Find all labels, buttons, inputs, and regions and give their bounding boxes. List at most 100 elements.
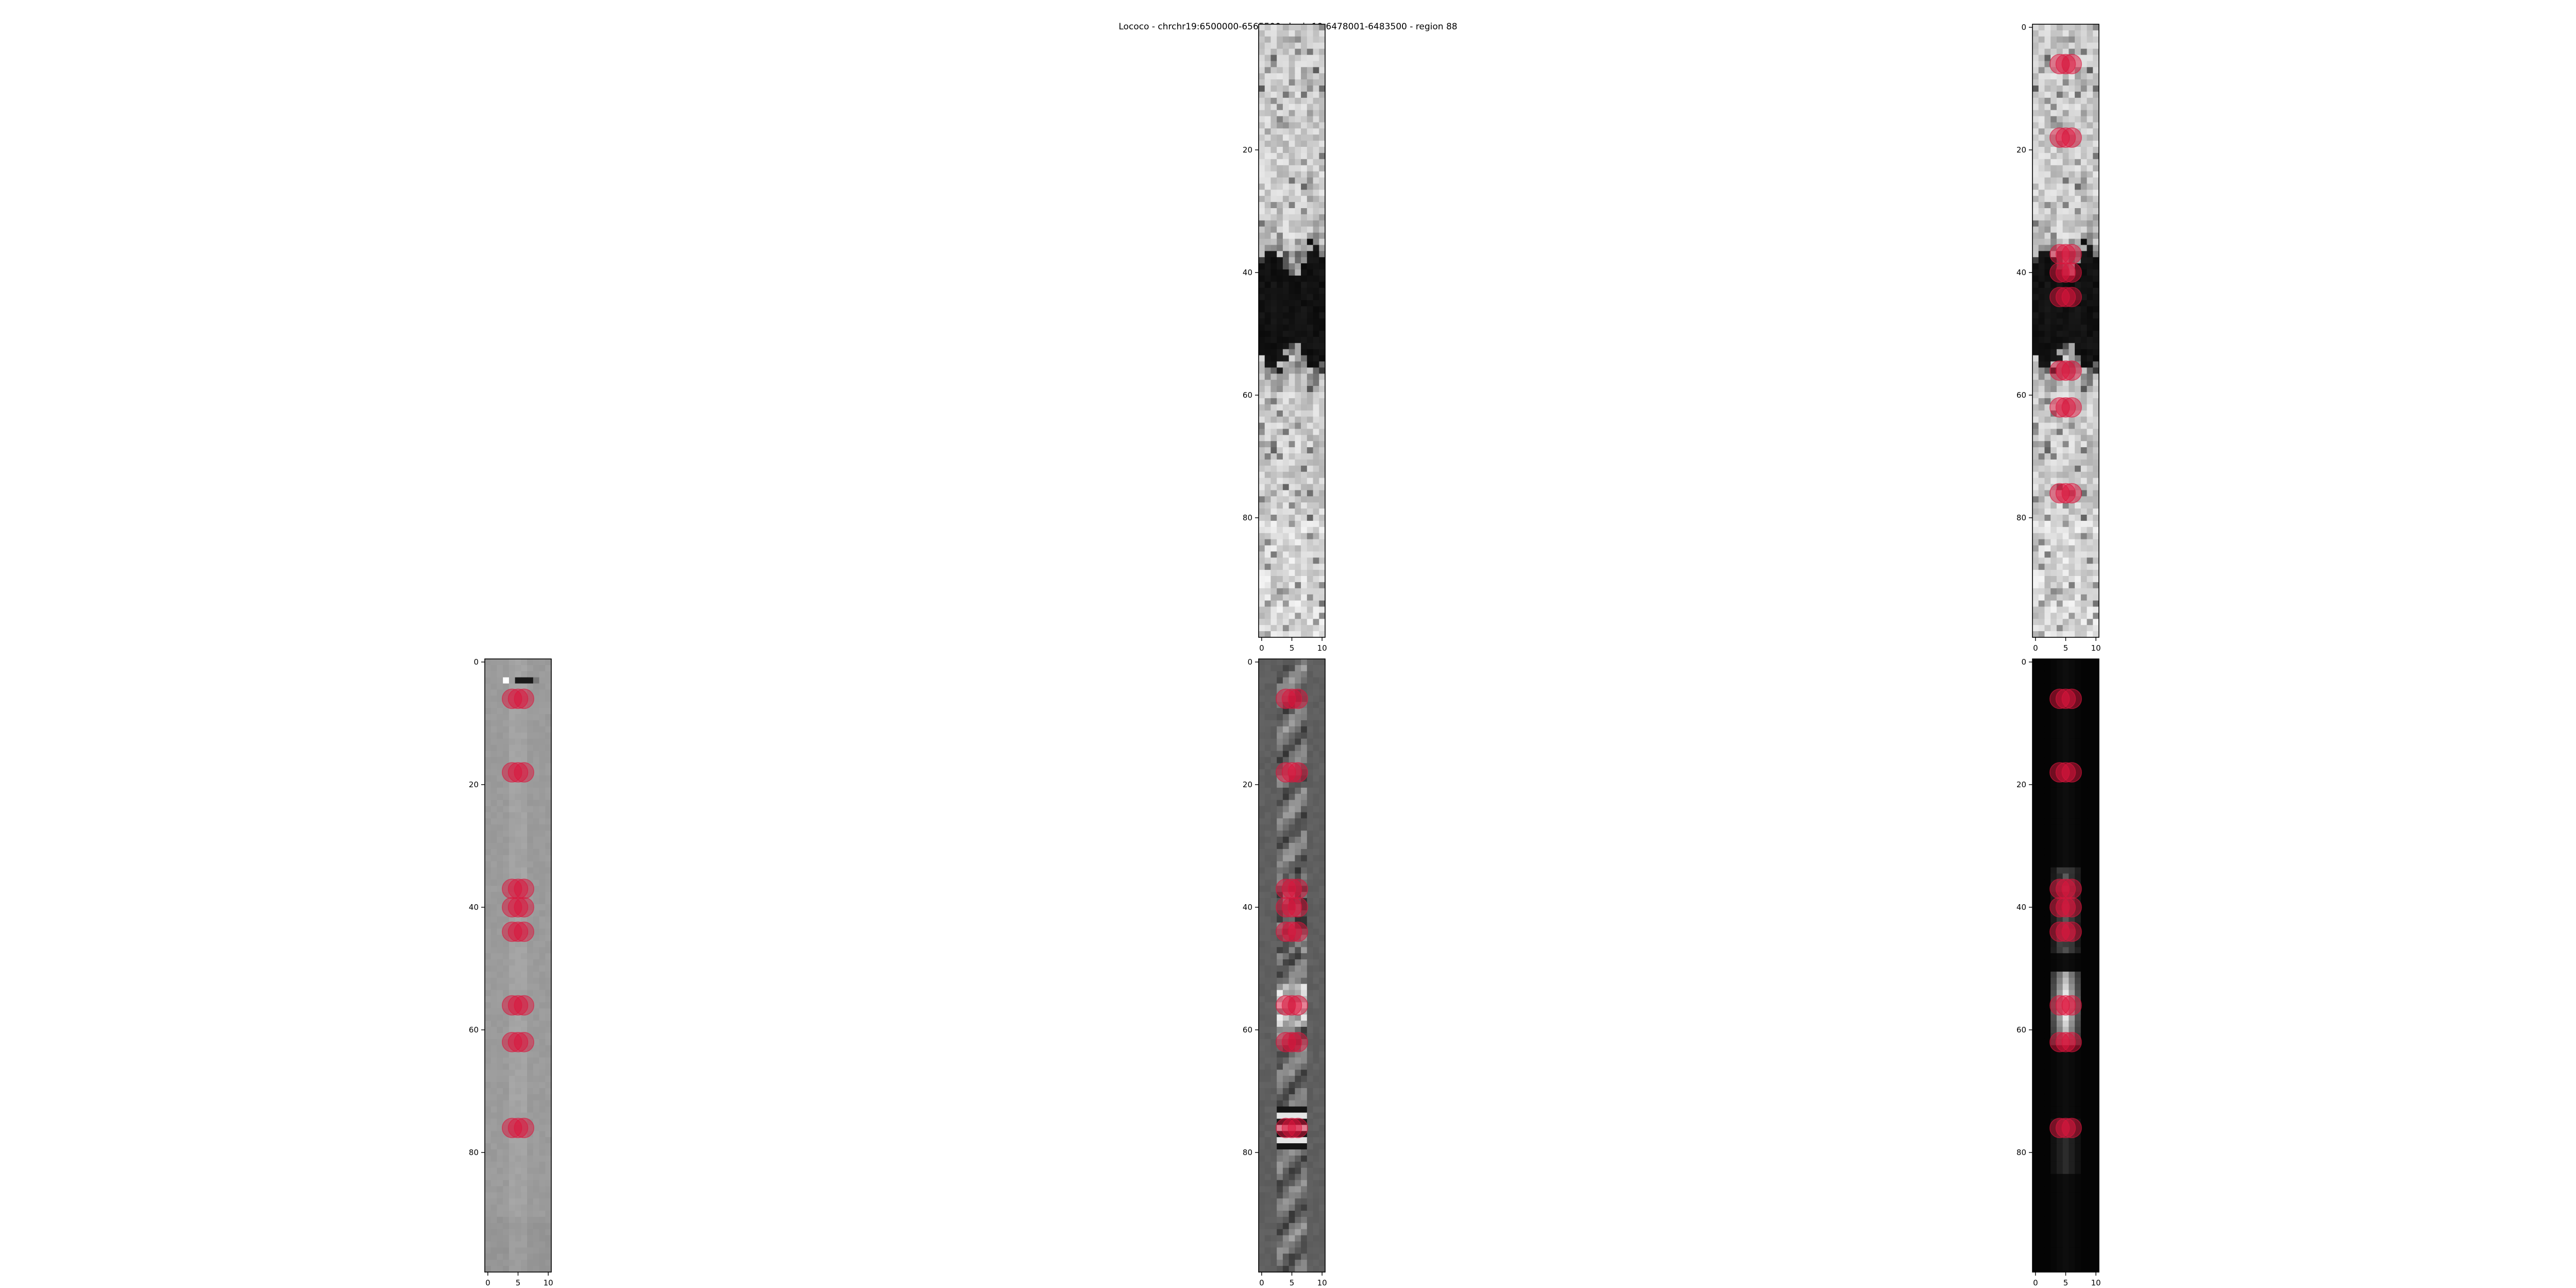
heatmap-cell [2050,557,2057,564]
heatmap-cell [2080,471,2088,479]
heatmap-cell [497,831,503,837]
heatmap-cell [1301,374,1308,380]
heatmap-cell [1307,806,1314,813]
heatmap-cell [1313,659,1319,666]
heatmap-cell [1301,91,1308,98]
heatmap-cell [497,1131,503,1138]
heatmap-cell [2050,855,2057,862]
heatmap-cell [509,1027,516,1033]
heatmap-cell [1264,855,1272,862]
heatmap-cell [533,1039,540,1046]
heatmap-cell [1313,152,1319,160]
heatmap-cell [1277,1174,1283,1181]
heatmap-cell [1259,1051,1265,1058]
heatmap-cell [1259,726,1265,733]
heatmap-cell [1313,1021,1319,1027]
heatmap-cell [2075,159,2081,166]
heatmap-cell [1264,269,1272,276]
heatmap-cell [2093,576,2099,583]
heatmap-cell [539,898,546,905]
heatmap-cell [1270,1229,1277,1236]
heatmap-cell [2093,24,2099,31]
heatmap-cell [1270,1027,1277,1033]
heatmap-cell [2062,110,2069,117]
heatmap-cell [1277,867,1283,874]
heatmap-cell [539,1266,546,1273]
heatmap-cell [521,867,528,874]
heatmap-cell [2044,582,2051,589]
heatmap-cell [2075,116,2081,123]
heatmap-cell [2080,422,2088,429]
heatmap-cell [1270,453,1277,460]
heatmap-cell [1277,24,1283,31]
heatmap-cell [2032,165,2039,172]
heatmap-cell [1264,361,1272,368]
heatmap-cell [1264,677,1272,684]
heatmap-cell [2087,484,2093,490]
heatmap-cell [539,910,546,917]
heatmap-cell [2044,104,2051,111]
heatmap-cell [1295,128,1301,135]
heatmap-cell [521,787,528,794]
heatmap-cell [1259,86,1265,92]
heatmap-cell [1270,392,1277,399]
heatmap-cell [1277,134,1283,141]
heatmap-cell [2075,873,2081,880]
heatmap-cell [527,732,534,739]
heatmap-cell [485,953,492,960]
heatmap-cell [539,1021,546,1027]
heatmap-cell [497,922,503,929]
heatmap-cell [1313,702,1319,708]
heatmap-cell [1313,226,1319,233]
heatmap-cell [1319,171,1326,178]
heatmap-cell [515,941,521,947]
heatmap-cell [509,1235,516,1242]
heatmap-cell [1264,300,1272,307]
heatmap-cell [1295,515,1301,521]
heatmap-cell [2038,588,2045,595]
heatmap-cell [1313,677,1319,684]
heatmap-cell [539,904,546,911]
heatmap-cell [1289,1112,1295,1120]
heatmap-cell [1282,374,1290,380]
heatmap-cell [2075,831,2081,837]
heatmap-cell [527,1180,534,1187]
heatmap-cell [1264,1198,1272,1205]
heatmap-cell [515,1021,521,1027]
heatmap-cell [1259,1125,1265,1131]
heatmap-cell [1319,613,1326,619]
heatmap-cell [1264,1051,1272,1058]
heatmap-cell [515,990,521,997]
heatmap-cell [1259,509,1265,515]
heatmap-cell [533,689,540,696]
heatmap-cell [1307,557,1314,564]
heatmap-cell [2075,429,2081,435]
heatmap-cell [533,928,540,936]
heatmap-cell [515,812,521,819]
heatmap-cell [1282,349,1290,356]
heatmap-cell [2080,361,2088,368]
heatmap-cell [1270,613,1277,619]
heatmap-cell [503,1088,510,1095]
heatmap-cell [527,824,534,831]
heatmap-cell [1313,104,1319,111]
heatmap-cell [2038,520,2045,528]
heatmap-cell [2062,744,2069,752]
heatmap-cell [2032,800,2039,807]
heatmap-cell [490,1192,498,1199]
heatmap-cell [1307,576,1314,583]
heatmap-cell [527,720,534,727]
heatmap-cell [1264,873,1272,880]
heatmap-cell [2093,294,2099,301]
heatmap-cell [1307,300,1314,307]
heatmap-cell [1301,214,1308,221]
heatmap-cell [2032,196,2039,202]
heatmap-cell [2038,380,2045,386]
heatmap-cell [485,855,492,862]
heatmap-cell [509,984,516,991]
heatmap-cell [2032,245,2039,251]
heatmap-cell [1270,965,1277,972]
heatmap-cell [2044,269,2051,276]
heatmap-cell [2080,613,2088,619]
heatmap-cell [2044,79,2051,86]
